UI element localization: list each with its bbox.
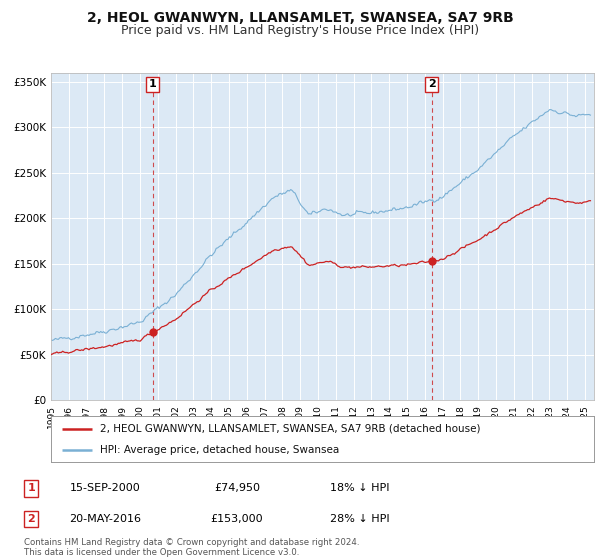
Text: Contains HM Land Registry data © Crown copyright and database right 2024.
This d: Contains HM Land Registry data © Crown c… [24,538,359,557]
Text: 2, HEOL GWANWYN, LLANSAMLET, SWANSEA, SA7 9RB: 2, HEOL GWANWYN, LLANSAMLET, SWANSEA, SA… [86,11,514,25]
Text: 20-MAY-2016: 20-MAY-2016 [69,514,141,524]
Text: Price paid vs. HM Land Registry's House Price Index (HPI): Price paid vs. HM Land Registry's House … [121,24,479,36]
Text: 2, HEOL GWANWYN, LLANSAMLET, SWANSEA, SA7 9RB (detached house): 2, HEOL GWANWYN, LLANSAMLET, SWANSEA, SA… [100,423,481,433]
Text: 28% ↓ HPI: 28% ↓ HPI [330,514,390,524]
Text: 2: 2 [28,514,35,524]
Text: 18% ↓ HPI: 18% ↓ HPI [330,483,390,493]
Text: 15-SEP-2000: 15-SEP-2000 [70,483,140,493]
Text: HPI: Average price, detached house, Swansea: HPI: Average price, detached house, Swan… [100,445,339,455]
Text: 2: 2 [428,80,436,90]
Text: £153,000: £153,000 [211,514,263,524]
Text: 1: 1 [28,483,35,493]
Text: £74,950: £74,950 [214,483,260,493]
Text: 1: 1 [149,80,157,90]
